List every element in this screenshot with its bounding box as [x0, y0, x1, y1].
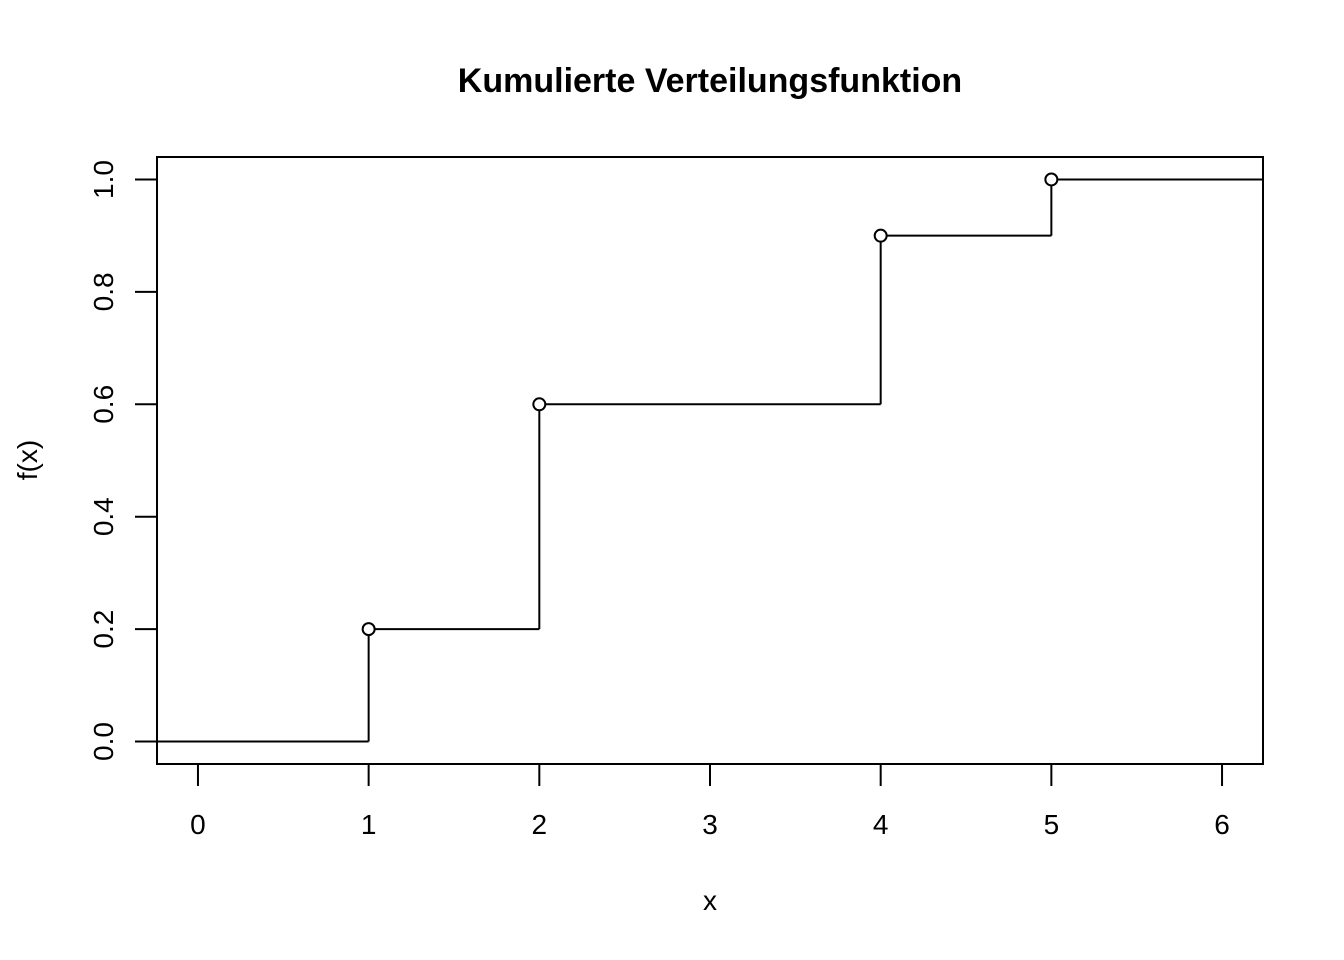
y-tick-label: 0.4 [88, 497, 119, 536]
x-tick-label: 5 [1044, 809, 1060, 840]
chart-title: Kumulierte Verteilungsfunktion [458, 62, 962, 100]
y-axis-label: f(x) [12, 440, 43, 480]
x-tick-label: 1 [361, 809, 377, 840]
step-point [873, 228, 888, 243]
x-tick-label: 6 [1214, 809, 1230, 840]
ecdf-series [157, 172, 1263, 743]
x-tick-label: 4 [873, 809, 889, 840]
y-tick-label: 0.6 [88, 385, 119, 424]
plot-frame [156, 156, 1264, 765]
x-axis: 0 1 2 3 4 5 6 [190, 763, 1230, 840]
step-point [1044, 172, 1059, 187]
y-axis: 0.0 0.2 0.4 0.6 0.8 1.0 [88, 160, 158, 761]
x-tick-label: 0 [190, 809, 206, 840]
step-point [532, 397, 547, 412]
x-tick-label: 3 [702, 809, 718, 840]
y-tick-label: 1.0 [88, 160, 119, 199]
y-tick-label: 0.8 [88, 272, 119, 311]
x-tick-label: 2 [532, 809, 548, 840]
y-tick-label: 0.0 [88, 722, 119, 761]
x-axis-label: x [703, 885, 717, 916]
y-tick-label: 0.2 [88, 610, 119, 649]
step-point [361, 622, 376, 637]
